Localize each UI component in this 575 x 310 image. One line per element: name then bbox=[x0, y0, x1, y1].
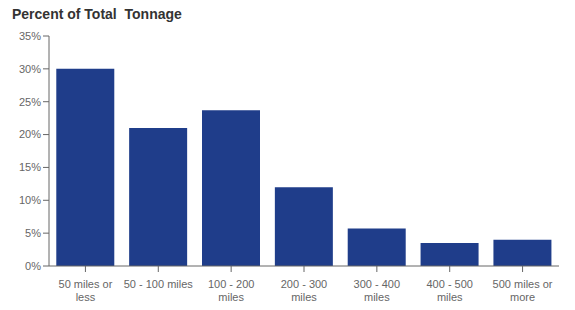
svg-text:500 miles ormore: 500 miles ormore bbox=[493, 278, 553, 303]
svg-text:25%: 25% bbox=[19, 96, 41, 108]
svg-text:200 - 300miles: 200 - 300miles bbox=[281, 278, 327, 303]
svg-text:10%: 10% bbox=[19, 194, 41, 206]
html-text:Percent of Total Tonnage: Percent of Total Tonnage bbox=[12, 6, 182, 22]
svg-text:20%: 20% bbox=[19, 128, 41, 140]
svg-text:400 - 500miles: 400 - 500miles bbox=[426, 278, 472, 303]
svg-text:0%: 0% bbox=[25, 260, 41, 272]
svg-text:35%: 35% bbox=[19, 30, 41, 42]
svg-text:5%: 5% bbox=[25, 227, 41, 239]
svg-text:100 - 200miles: 100 - 200miles bbox=[208, 278, 254, 303]
svg-text:15%: 15% bbox=[19, 161, 41, 173]
svg-text:50 miles orless: 50 miles orless bbox=[59, 278, 113, 303]
svg-text:50 - 100 miles: 50 - 100 miles bbox=[124, 278, 194, 290]
svg-text:30%: 30% bbox=[19, 63, 41, 75]
svg-text:300 - 400miles: 300 - 400miles bbox=[354, 278, 400, 303]
